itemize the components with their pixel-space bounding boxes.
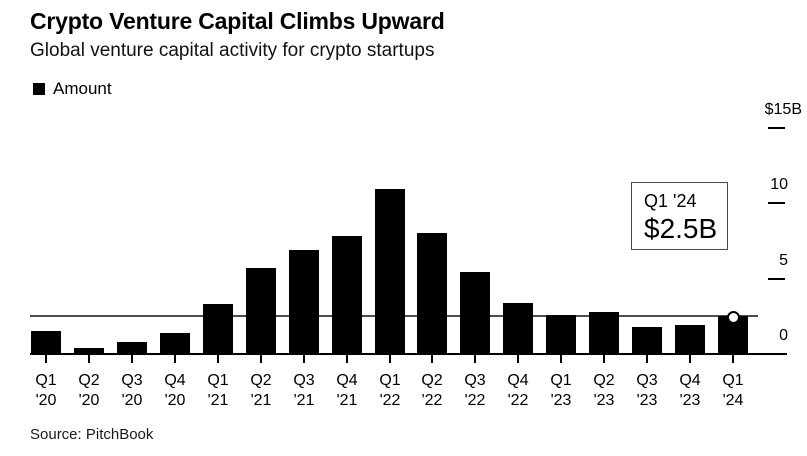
x-axis-tick [131,354,133,363]
x-axis-label: Q2 '21 [250,372,272,409]
x-axis-tick [517,354,519,363]
legend-label: Amount [53,79,112,98]
chart-title: Crypto Venture Capital Climbs Upward [30,8,445,34]
bar [460,272,490,354]
x-axis-tick [474,354,476,363]
bar [546,315,576,354]
bar [675,325,705,354]
x-axis-tick [45,354,47,363]
chart-subtitle: Global venture capital activity for cryp… [30,40,435,61]
x-axis-tick [217,354,219,363]
x-axis-tick [560,354,562,363]
x-axis-label: Q2 '23 [593,372,615,409]
bar [160,333,190,354]
x-axis-label: Q3 '20 [121,372,143,409]
y-axis-tick [768,127,785,129]
x-axis-label: Q1 '24 [722,372,744,409]
x-axis-tick [346,354,348,363]
x-axis-label: Q2 '22 [421,372,443,409]
bar [74,348,104,354]
x-axis-label: Q3 '21 [293,372,315,409]
bar [417,233,447,354]
bar [332,236,362,354]
x-axis-tick [88,354,90,363]
x-axis-line [30,353,787,355]
x-axis-tick [389,354,391,363]
latest-value-marker-icon [727,311,740,324]
x-axis-tick [603,354,605,363]
x-axis-tick [260,354,262,363]
y-axis-label: 5 [779,252,788,269]
y-axis-label: $15B [764,101,802,118]
x-axis-label: Q4 '20 [164,372,186,409]
annotation-quarter-label: Q1 '24 [644,191,697,211]
bar [246,268,276,354]
x-axis-label: Q1 '22 [379,372,401,409]
x-axis-tick [431,354,433,363]
bar [632,327,662,354]
x-axis-label: Q4 '21 [336,372,358,409]
y-axis-label: 10 [770,176,788,193]
x-axis-label: Q2 '20 [78,372,100,409]
legend: Amount [33,79,112,99]
y-axis-tick [768,202,785,204]
x-axis-tick [732,354,734,363]
source-note: Source: PitchBook [30,426,154,443]
legend-swatch-icon [33,83,45,95]
x-axis-label: Q4 '22 [507,372,529,409]
bar [589,312,619,354]
bar [31,331,61,354]
x-axis-tick [303,354,305,363]
x-axis-label: Q3 '22 [464,372,486,409]
bar [503,303,533,354]
y-axis-tick [768,278,785,280]
x-axis-tick [646,354,648,363]
x-axis-tick [689,354,691,363]
x-axis-label: Q4 '23 [679,372,701,409]
x-axis-tick [174,354,176,363]
x-axis-label: Q3 '23 [636,372,658,409]
y-axis-label: 0 [779,327,788,344]
annotation-box: Q1 '24 $2.5B [631,182,728,250]
bar [289,250,319,354]
bar [375,189,405,354]
annotation-value: $2.5B [644,213,718,244]
x-axis-label: Q1 '21 [207,372,229,409]
x-axis-label: Q1 '20 [35,372,57,409]
bar [117,342,147,354]
bar [203,304,233,354]
x-axis-label: Q1 '23 [550,372,572,409]
